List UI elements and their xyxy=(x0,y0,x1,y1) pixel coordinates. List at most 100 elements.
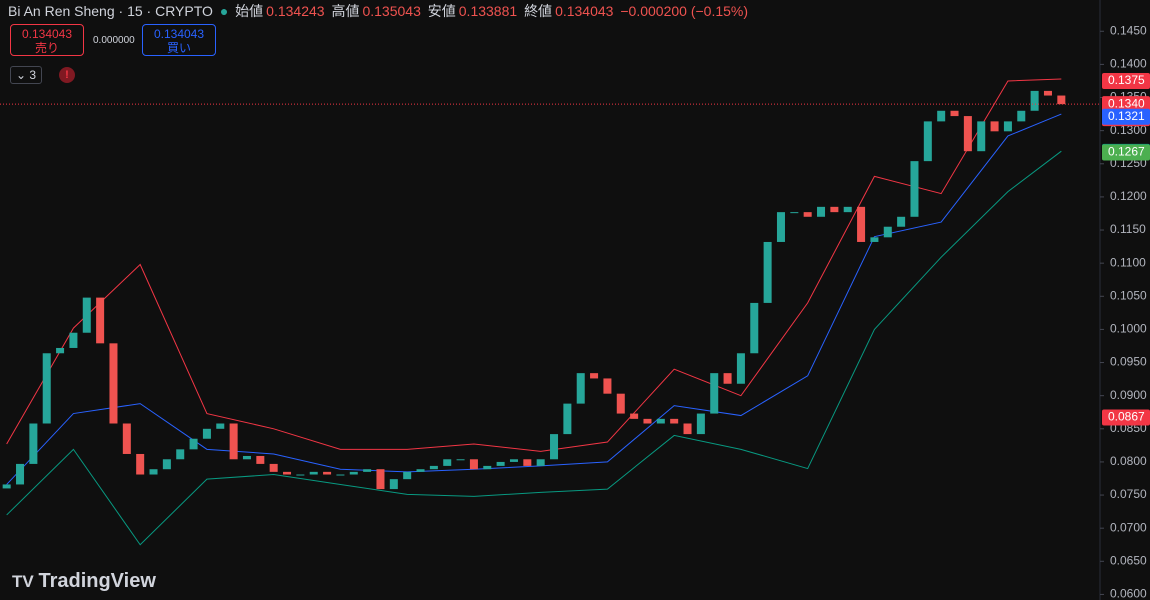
candle xyxy=(483,465,492,470)
price-label: 0.1267 xyxy=(1108,145,1145,159)
candle xyxy=(109,343,118,424)
y-tick-label: 0.0700 xyxy=(1110,520,1147,534)
candle xyxy=(162,459,171,470)
candle xyxy=(736,353,745,384)
candle xyxy=(696,413,705,435)
close-label: 終値 xyxy=(524,3,553,19)
price-label-bg xyxy=(1102,72,1150,89)
candle xyxy=(376,469,385,490)
candle xyxy=(643,418,652,424)
candle xyxy=(817,206,826,217)
candle xyxy=(403,471,412,480)
candle xyxy=(456,459,465,461)
low-label: 安値 xyxy=(427,3,456,19)
high: 0.135043 xyxy=(362,3,421,19)
candle xyxy=(870,237,879,242)
y-tick-label: 0.1150 xyxy=(1110,222,1146,236)
candle xyxy=(950,110,959,117)
candle xyxy=(656,418,665,424)
price-label: 0.0867 xyxy=(1108,410,1145,424)
candle xyxy=(136,453,145,475)
open: 0.134243 xyxy=(266,3,325,19)
price-label-bg xyxy=(1102,409,1150,426)
candle xyxy=(283,471,292,475)
candle xyxy=(509,459,518,462)
price-label: 0.1321 xyxy=(1108,109,1145,123)
candle xyxy=(269,463,278,472)
logo-text: TradingView xyxy=(38,570,156,592)
candle xyxy=(176,449,185,460)
logo[interactable]: TV TradingView xyxy=(12,570,156,593)
candle xyxy=(69,332,78,348)
high-label: 高値 xyxy=(331,3,360,19)
y-tick-label: 0.1450 xyxy=(1110,23,1147,37)
candle xyxy=(189,438,198,450)
indicator-toggle[interactable]: ⌄ 3 xyxy=(10,66,43,84)
candle xyxy=(469,459,478,470)
candle xyxy=(1017,110,1026,122)
sell-price: 0.134043 xyxy=(21,27,73,41)
candle xyxy=(923,121,932,162)
candle xyxy=(202,428,211,439)
close: 0.134043 xyxy=(555,3,614,19)
alert-icon[interactable]: ! xyxy=(59,67,75,83)
indicator-line xyxy=(6,150,1062,546)
candle xyxy=(323,471,332,475)
y-tick-label: 0.0600 xyxy=(1110,587,1147,600)
indicator-line xyxy=(6,113,1062,485)
buy-button[interactable]: 0.134043 買い xyxy=(142,24,216,56)
y-tick-label: 0.0650 xyxy=(1110,553,1147,567)
open-label: 始値 xyxy=(235,3,264,19)
candle xyxy=(963,116,972,152)
candle xyxy=(590,373,599,379)
price-label-bg xyxy=(1102,144,1150,161)
candle xyxy=(96,297,105,344)
candle xyxy=(363,469,372,472)
candle xyxy=(1030,90,1039,111)
spread: 0.000000 xyxy=(93,35,135,46)
candle xyxy=(763,241,772,303)
candle xyxy=(443,459,452,466)
status-dot: ● xyxy=(219,3,229,19)
candle xyxy=(897,216,906,227)
candle xyxy=(2,484,11,489)
candle xyxy=(429,465,438,470)
candle xyxy=(563,403,572,435)
y-tick-label: 0.1100 xyxy=(1110,255,1146,269)
candle xyxy=(683,423,692,435)
candle xyxy=(843,206,852,213)
candle xyxy=(776,212,785,242)
sell-label: 売り xyxy=(34,41,59,55)
candle xyxy=(29,423,38,464)
candle xyxy=(977,121,986,152)
candle xyxy=(16,463,25,485)
symbol[interactable]: Bi An Ren Sheng · 15 · CRYPTO xyxy=(8,3,213,19)
y-tick-label: 0.1400 xyxy=(1110,57,1147,71)
candle xyxy=(723,373,732,384)
logo-mark: TV xyxy=(12,572,39,591)
candle xyxy=(790,212,799,214)
candle xyxy=(750,302,759,354)
change: −0.000200 (−0.15%) xyxy=(620,3,749,19)
candle xyxy=(1043,90,1052,96)
candle xyxy=(216,423,225,429)
candle xyxy=(630,413,639,419)
candle xyxy=(576,373,585,404)
y-tick-label: 0.1200 xyxy=(1110,189,1147,203)
candle xyxy=(990,121,999,132)
candle xyxy=(336,474,345,476)
low: 0.133881 xyxy=(458,3,518,19)
candle xyxy=(496,461,505,466)
buy-label: 買い xyxy=(166,41,191,55)
candle xyxy=(710,373,719,414)
y-tick-label: 0.0900 xyxy=(1110,388,1147,402)
y-tick-label: 0.1050 xyxy=(1110,288,1147,302)
y-tick-label: 0.0950 xyxy=(1110,355,1147,369)
candle xyxy=(42,353,51,424)
candle xyxy=(1003,121,1012,132)
candle xyxy=(229,423,238,460)
sell-button[interactable]: 0.134043 売り xyxy=(10,24,84,56)
candle xyxy=(349,471,358,475)
